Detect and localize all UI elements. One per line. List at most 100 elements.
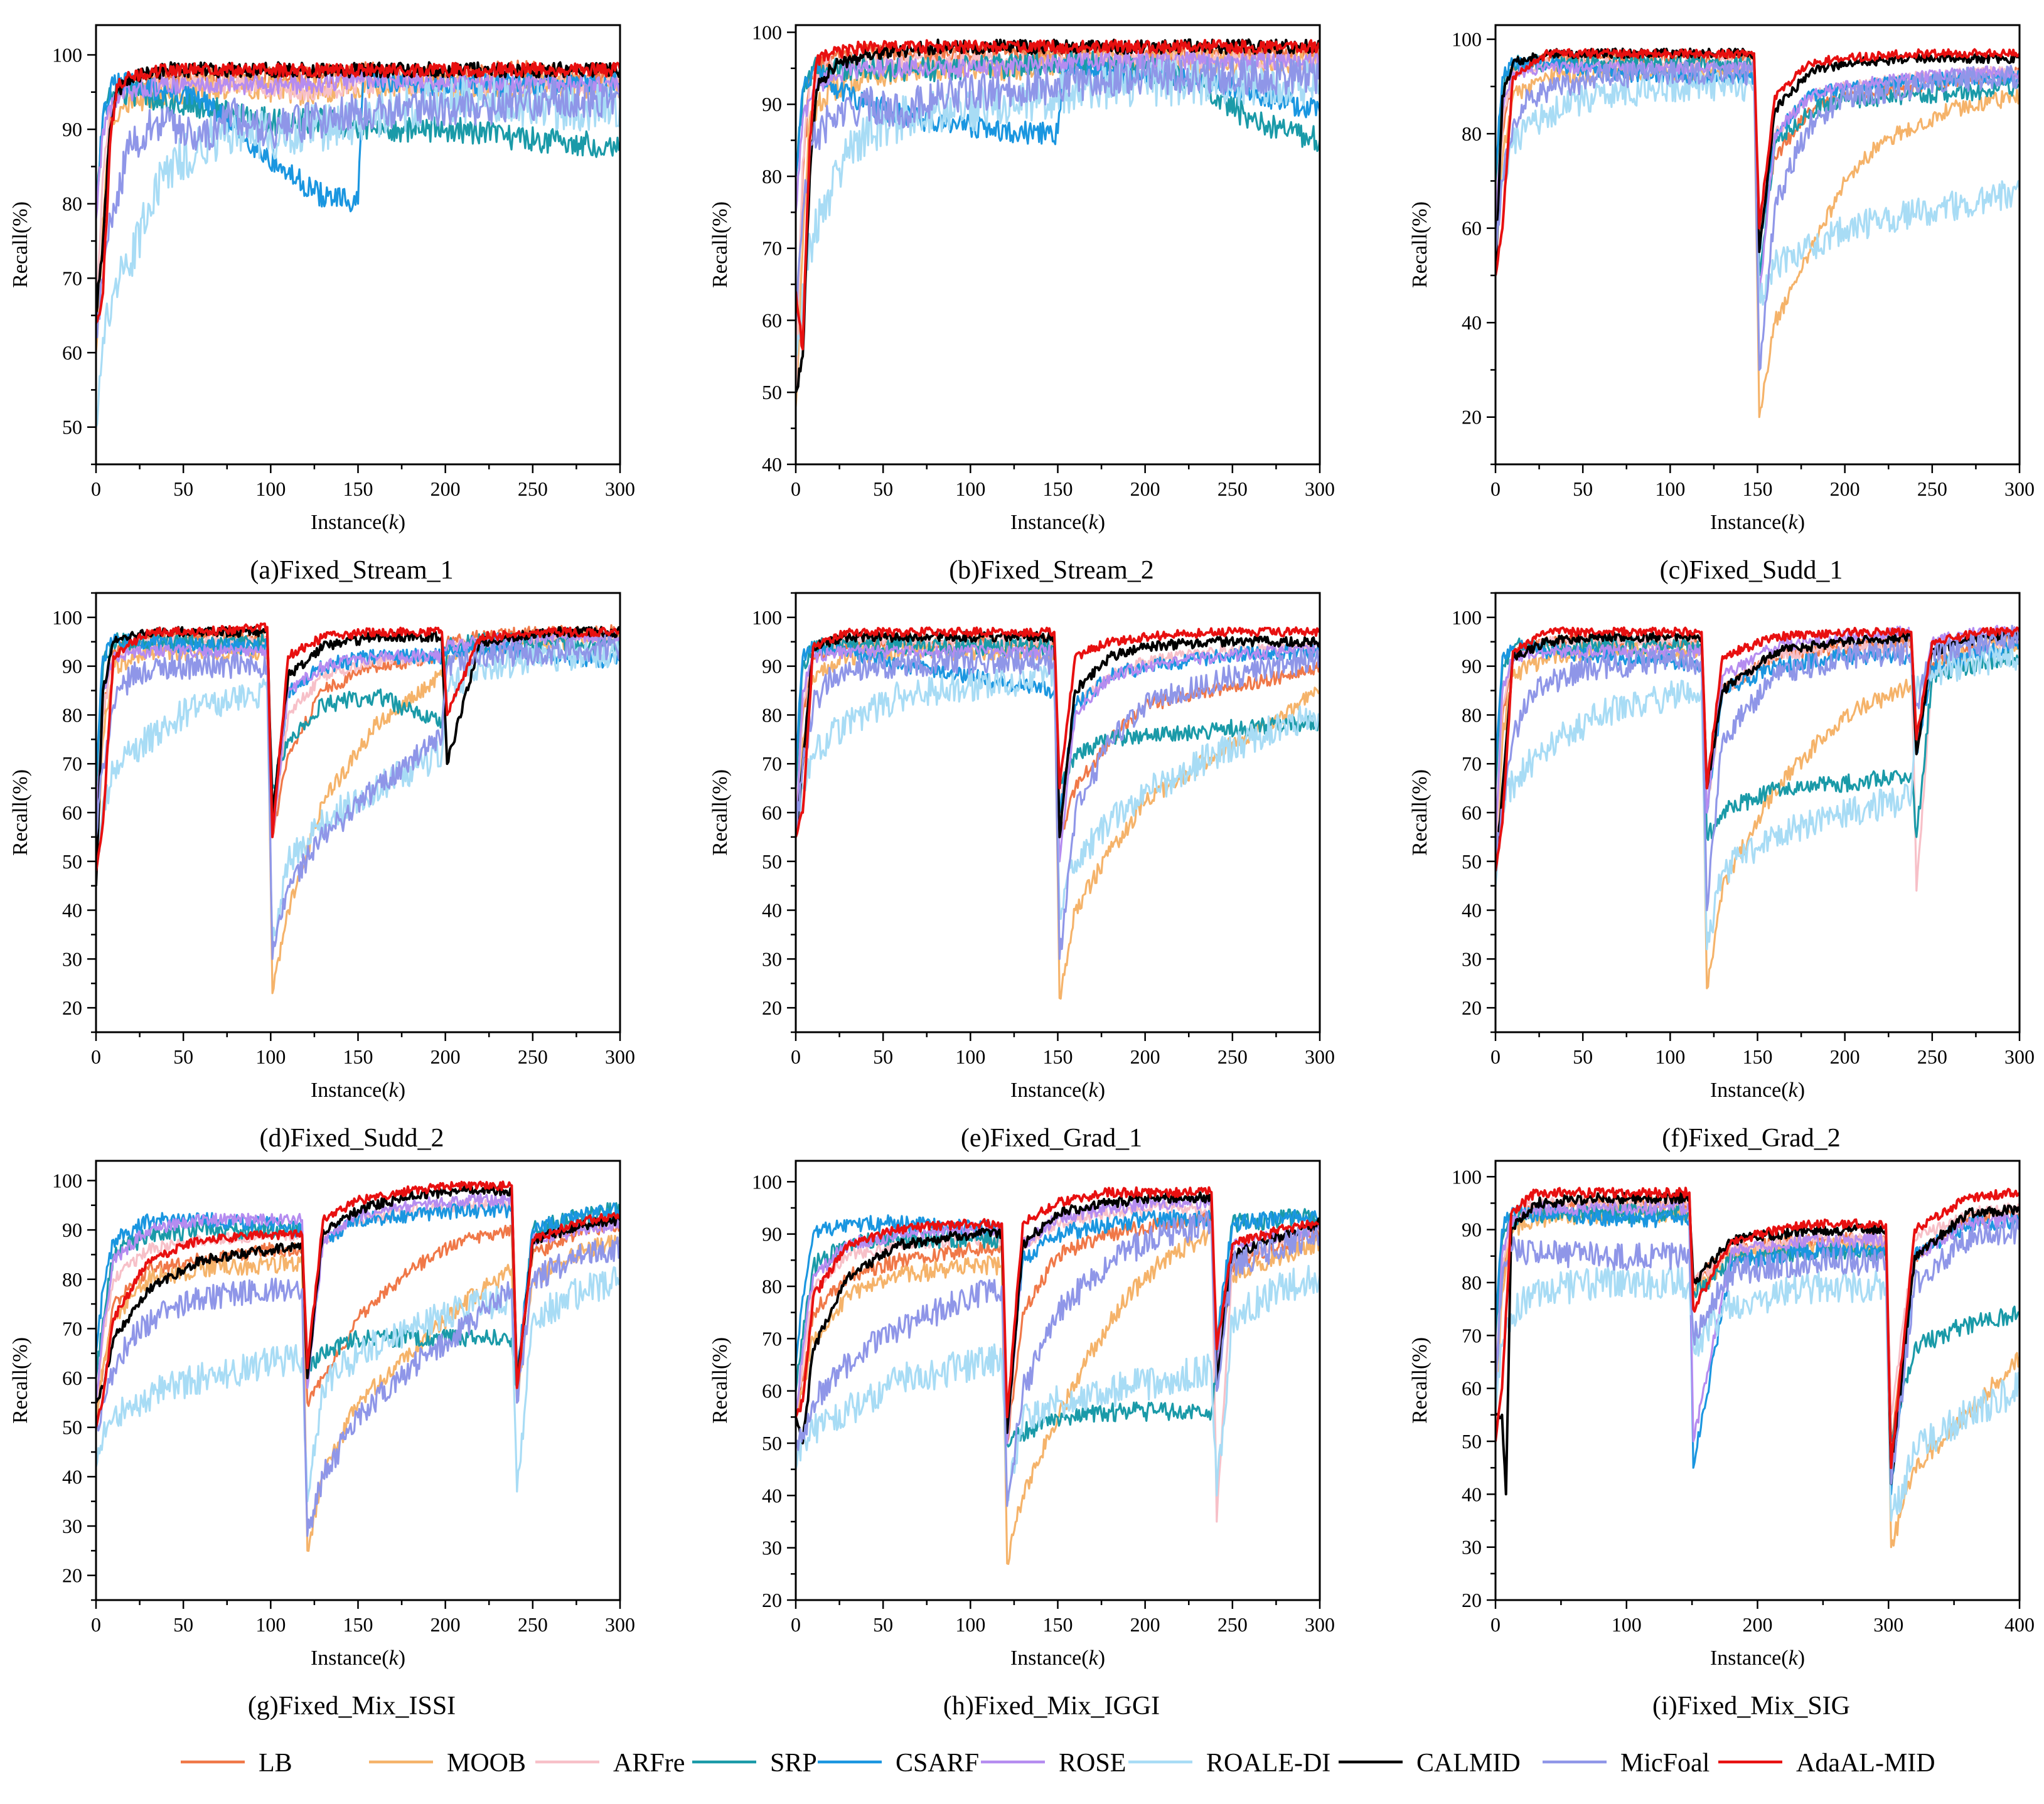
- y-axis-label: Recall(%): [9, 201, 32, 288]
- x-tick-label: 300: [1305, 478, 1335, 500]
- series-line-csarf: [796, 1209, 1320, 1418]
- panel-1: 0 50 100 150 200 250 300 50 60 70 80 90 100 Instance(…: [9, 24, 635, 585]
- x-tick-label: 250: [1217, 1613, 1248, 1636]
- y-axis-label: Recall(%): [9, 769, 32, 856]
- x-tick-label: 100: [255, 1613, 286, 1636]
- x-tick-label: 300: [605, 478, 635, 500]
- y-tick-label: 20: [62, 996, 82, 1019]
- x-tick-label: 0: [791, 1613, 801, 1636]
- x-tick-label: 50: [173, 1613, 193, 1636]
- x-tick-label: 0: [1490, 478, 1501, 500]
- y-tick-label: 40: [1462, 1483, 1482, 1505]
- panel-6: 0 50 100 150 200 250 300 20 30 40 50 60 70 80 90 100 Ins…: [1408, 592, 2035, 1153]
- panel-title: (b)Fixed_Stream_2: [949, 556, 1154, 585]
- series-group: [96, 622, 620, 995]
- y-tick-label: 100: [52, 1169, 82, 1192]
- y-tick-label: 80: [762, 165, 782, 188]
- legend-item-moob: MOOB: [369, 1749, 526, 1778]
- y-tick-label: 40: [762, 453, 782, 476]
- y-tick-label: 50: [1462, 1430, 1482, 1453]
- x-tick-label: 0: [791, 1045, 801, 1068]
- panel-8: 0 50 100 150 200 250 300 20 30 40 50 60 70 80 90 100 Ins…: [709, 1160, 1335, 1721]
- legend-label: SRP: [770, 1749, 817, 1778]
- y-tick-label: 90: [762, 1223, 782, 1246]
- x-tick-label: 250: [1917, 1045, 1947, 1068]
- x-tick-label: 0: [91, 478, 101, 500]
- x-axis-label: Instance(k): [1010, 511, 1105, 534]
- panel-title: (c)Fixed_Sudd_1: [1660, 556, 1843, 585]
- x-axis-label: Instance(k): [311, 1079, 405, 1102]
- x-tick-label: 50: [873, 1613, 893, 1636]
- y-tick-label: 60: [1462, 1377, 1482, 1400]
- legend-label: ROALE-DI: [1206, 1749, 1330, 1778]
- x-tick-label: 0: [1490, 1613, 1501, 1636]
- x-tick-label: 100: [955, 478, 985, 500]
- x-tick-label: 150: [1043, 1045, 1073, 1068]
- x-axis-label: Instance(k): [311, 511, 405, 534]
- y-tick-label: 90: [62, 655, 82, 678]
- legend-item-srp: SRP: [692, 1749, 817, 1778]
- y-axis-label: Recall(%): [709, 769, 732, 856]
- x-tick-label: 100: [955, 1045, 985, 1068]
- x-tick-label: 250: [518, 1613, 548, 1636]
- y-tick-label: 70: [762, 237, 782, 260]
- legend-label: ROSE: [1059, 1749, 1126, 1778]
- x-tick-label: 150: [1743, 478, 1773, 500]
- x-tick-label: 200: [1830, 478, 1860, 500]
- x-tick-label: 150: [1743, 1045, 1773, 1068]
- x-tick-label: 200: [431, 1045, 461, 1068]
- y-tick-label: 40: [62, 899, 82, 922]
- y-tick-label: 40: [62, 1465, 82, 1488]
- legend-item-calmid: CALMID: [1339, 1749, 1521, 1778]
- series-line-adaal-mid: [1496, 1187, 2020, 1470]
- panel-title: (h)Fixed_Mix_IGGI: [943, 1692, 1160, 1721]
- x-tick-label: 50: [173, 478, 193, 500]
- panel-title: (i)Fixed_Mix_SIG: [1652, 1692, 1850, 1721]
- series-line-calmid: [96, 61, 620, 316]
- x-tick-label: 200: [1130, 1613, 1160, 1636]
- y-tick-label: 60: [1462, 217, 1482, 240]
- series-line-calmid: [1496, 1191, 2020, 1496]
- y-tick-label: 50: [62, 850, 82, 873]
- y-tick-label: 60: [762, 801, 782, 824]
- y-tick-label: 50: [1462, 850, 1482, 873]
- series-group: [1496, 1187, 2020, 1549]
- x-tick-label: 400: [2004, 1613, 2035, 1636]
- x-tick-label: 0: [1490, 1045, 1501, 1068]
- legend-label: LB: [259, 1749, 292, 1778]
- series-line-adaal-mid: [96, 622, 620, 872]
- y-tick-label: 20: [762, 1589, 782, 1611]
- series-line-adaal-mid: [796, 1186, 1320, 1419]
- panel-5: 0 50 100 150 200 250 300 20 30 40 50 60 70 80 90 100 Ins…: [709, 592, 1335, 1153]
- legend-item-adaal-mid: AdaAL-MID: [1718, 1749, 1935, 1778]
- y-axis-label: Recall(%): [709, 1337, 732, 1424]
- legend-item-micfoal: MicFoal: [1543, 1749, 1710, 1778]
- x-tick-label: 50: [873, 478, 893, 500]
- legend-label: AdaAL-MID: [1796, 1749, 1935, 1778]
- y-tick-label: 30: [1462, 1536, 1482, 1559]
- x-axis-label: Instance(k): [1710, 1647, 1805, 1670]
- y-tick-label: 60: [1462, 801, 1482, 824]
- panels: 0 50 100 150 200 250 3005060708090100Instance(…: [9, 21, 2035, 1721]
- y-tick-label: 20: [762, 996, 782, 1019]
- x-tick-label: 300: [605, 1045, 635, 1068]
- y-tick-label: 70: [1462, 1324, 1482, 1347]
- y-tick-label: 60: [62, 1367, 82, 1389]
- panel-3: 0 50 100 150 200 250 300 20 40 60 80 100 Instance(k)…: [1408, 24, 2035, 585]
- series-line-roale-di: [1496, 641, 2020, 951]
- panel-title: (a)Fixed_Stream_1: [250, 556, 453, 585]
- legend-item-lb: LB: [181, 1749, 292, 1778]
- x-tick-label: 0: [791, 478, 801, 500]
- y-tick-label: 30: [762, 1537, 782, 1559]
- series-line-srp: [96, 78, 620, 204]
- x-tick-label: 100: [1655, 478, 1685, 500]
- legend-label: MOOB: [447, 1749, 526, 1778]
- y-tick-label: 90: [1462, 1219, 1482, 1241]
- x-tick-label: 250: [1217, 1045, 1248, 1068]
- y-tick-label: 60: [762, 1380, 782, 1402]
- y-tick-label: 60: [62, 341, 82, 364]
- y-tick-label: 50: [762, 381, 782, 403]
- x-tick-label: 50: [1573, 478, 1593, 500]
- y-tick-label: 20: [1462, 1589, 1482, 1611]
